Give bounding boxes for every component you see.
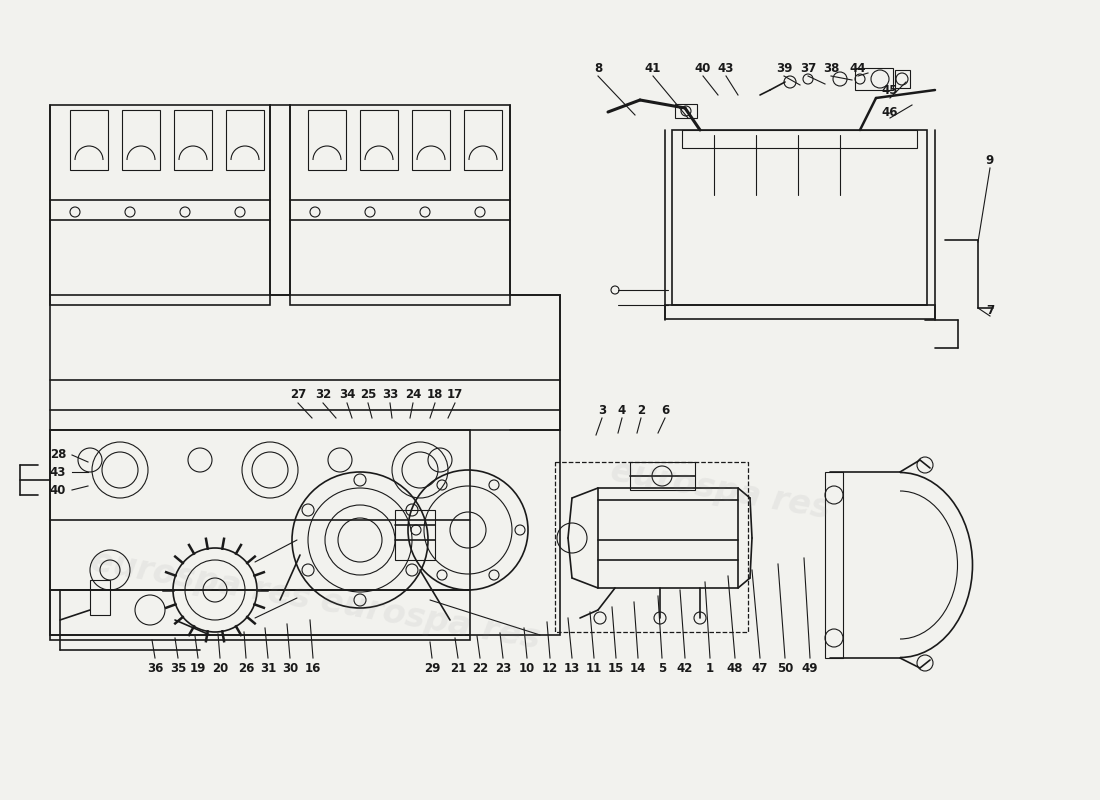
Bar — [50, 105, 270, 305]
Bar — [682, 130, 917, 148]
Bar — [308, 110, 346, 170]
Text: 43: 43 — [718, 62, 734, 74]
Text: 30: 30 — [282, 662, 298, 674]
Text: 38: 38 — [823, 62, 839, 74]
Text: 7: 7 — [986, 303, 994, 317]
Bar — [672, 130, 927, 305]
Bar — [122, 110, 160, 170]
Bar — [50, 295, 560, 635]
Text: 40: 40 — [695, 62, 712, 74]
Text: 50: 50 — [777, 662, 793, 674]
Text: 41: 41 — [645, 62, 661, 74]
Bar — [90, 580, 110, 615]
Text: 16: 16 — [305, 662, 321, 674]
Text: 17: 17 — [447, 389, 463, 402]
Text: 13: 13 — [564, 662, 580, 674]
Bar — [50, 430, 470, 590]
Text: 4: 4 — [618, 403, 626, 417]
Text: 43: 43 — [50, 466, 66, 478]
Text: 37: 37 — [800, 62, 816, 74]
Bar — [360, 110, 398, 170]
Text: 33: 33 — [382, 389, 398, 402]
Text: 28: 28 — [50, 449, 66, 462]
Text: 11: 11 — [586, 662, 602, 674]
Text: 23: 23 — [495, 662, 512, 674]
Bar — [174, 110, 212, 170]
Bar — [464, 110, 502, 170]
Bar — [825, 472, 843, 658]
Bar — [70, 110, 108, 170]
Text: 29: 29 — [424, 662, 440, 674]
Text: 36: 36 — [146, 662, 163, 674]
Text: 5: 5 — [658, 662, 667, 674]
Text: 44: 44 — [849, 62, 867, 74]
Bar — [290, 105, 510, 305]
Text: 24: 24 — [405, 389, 421, 402]
Text: 39: 39 — [776, 62, 792, 74]
Bar — [675, 104, 697, 118]
Text: 32: 32 — [315, 389, 331, 402]
Text: eurospa res: eurospa res — [318, 585, 542, 655]
Text: 35: 35 — [169, 662, 186, 674]
Text: 45: 45 — [882, 83, 899, 97]
Text: eurospa res: eurospa res — [88, 545, 312, 615]
Text: 42: 42 — [676, 662, 693, 674]
Text: 48: 48 — [727, 662, 744, 674]
Text: 1: 1 — [706, 662, 714, 674]
Bar — [895, 70, 910, 88]
Text: 18: 18 — [427, 389, 443, 402]
Text: 6: 6 — [661, 403, 669, 417]
Text: 14: 14 — [630, 662, 646, 674]
Bar — [412, 110, 450, 170]
Text: 25: 25 — [360, 389, 376, 402]
Text: 31: 31 — [260, 662, 276, 674]
Text: 8: 8 — [594, 62, 602, 74]
Bar — [598, 488, 738, 588]
Bar — [855, 68, 893, 90]
Text: 22: 22 — [472, 662, 488, 674]
Text: 49: 49 — [802, 662, 818, 674]
Text: 10: 10 — [519, 662, 535, 674]
Text: 46: 46 — [882, 106, 899, 118]
Text: 19: 19 — [190, 662, 206, 674]
Bar — [50, 590, 470, 640]
Text: eurospa res: eurospa res — [607, 454, 833, 526]
Text: 20: 20 — [212, 662, 228, 674]
Text: 34: 34 — [339, 389, 355, 402]
Text: 47: 47 — [751, 662, 768, 674]
Text: 26: 26 — [238, 662, 254, 674]
Text: 40: 40 — [50, 483, 66, 497]
Text: 12: 12 — [542, 662, 558, 674]
Text: 2: 2 — [637, 403, 645, 417]
Text: 15: 15 — [608, 662, 624, 674]
Text: 21: 21 — [450, 662, 466, 674]
Bar — [226, 110, 264, 170]
Text: 27: 27 — [290, 389, 306, 402]
Bar — [395, 510, 434, 560]
Bar — [666, 305, 935, 319]
Text: 9: 9 — [986, 154, 994, 166]
Text: 3: 3 — [598, 403, 606, 417]
Bar — [630, 462, 695, 490]
